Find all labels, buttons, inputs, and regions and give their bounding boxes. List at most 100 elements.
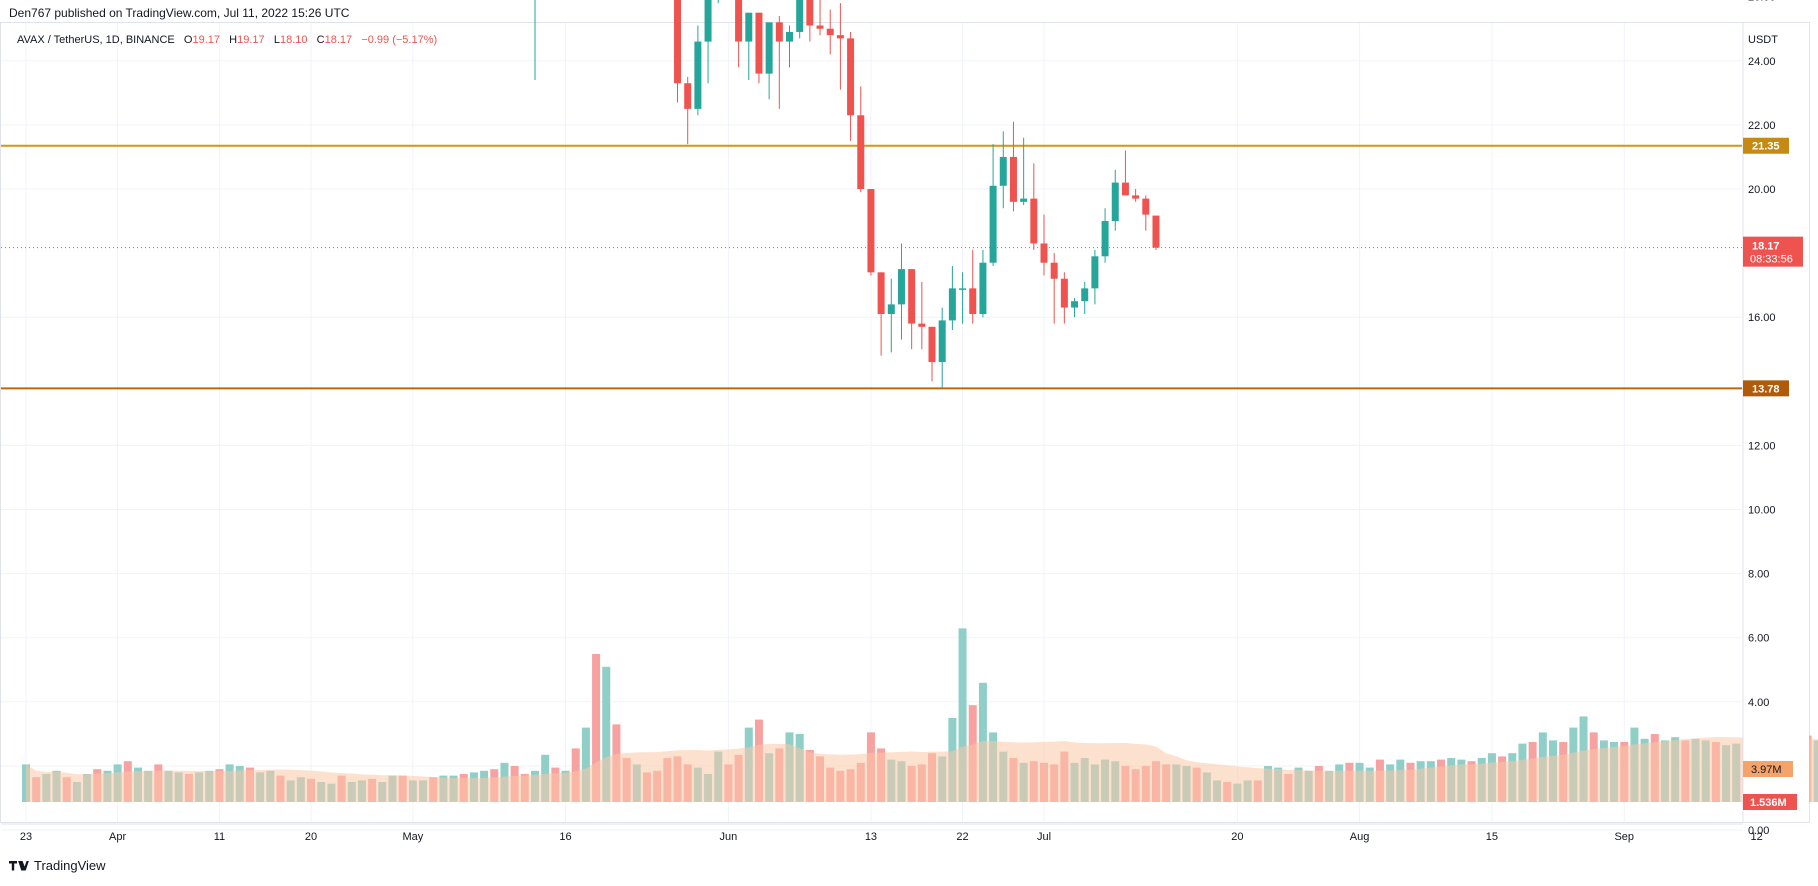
time-tick-label: 20 — [1231, 831, 1243, 843]
candle — [765, 22, 773, 100]
volume-ma-badge — [1743, 761, 1793, 777]
candle — [918, 281, 926, 350]
candle — [717, 0, 719, 4]
time-tick-label: Sep — [1614, 831, 1634, 843]
volume-ma-text: 3.97M — [1751, 764, 1782, 776]
price-tick-label: 6.00 — [1748, 633, 1769, 645]
time-tick-label: Jul — [1037, 831, 1051, 843]
price-tick-label: 16.00 — [1748, 312, 1776, 324]
volume-last-badge — [1743, 794, 1797, 810]
time-tick-label: Jun — [720, 831, 738, 843]
close-value: 18.17 — [324, 34, 353, 46]
candle-series — [534, 0, 1160, 388]
candle — [704, 0, 712, 84]
publisher-header: Den767 published on TradingView.com, Jul… — [9, 6, 350, 20]
candle — [1030, 163, 1038, 250]
volume-ma-area — [26, 737, 1818, 802]
candle — [806, 0, 814, 42]
candle — [857, 86, 865, 193]
last-price-badge — [1743, 236, 1803, 267]
candle — [1071, 297, 1079, 318]
price-tick-label: 4.00 — [1748, 697, 1769, 709]
low-label: L — [273, 34, 280, 46]
candle — [1111, 169, 1119, 231]
candle — [745, 12, 753, 81]
candle — [847, 31, 855, 141]
time-tick-label: 16 — [559, 831, 571, 843]
brand-name: TradingView — [34, 858, 106, 873]
candle — [816, 0, 824, 36]
symbol-name[interactable]: AVAX / TetherUS, 1D, BINANCE — [17, 34, 175, 46]
volume-bar — [602, 666, 611, 802]
candle — [1152, 215, 1160, 250]
volume-bar — [592, 654, 601, 802]
candle — [775, 15, 783, 109]
volume-bar — [958, 628, 967, 802]
candle — [999, 131, 1007, 209]
open-label: O — [183, 34, 193, 46]
candle — [989, 144, 997, 266]
candle — [1081, 281, 1089, 314]
candle — [826, 9, 834, 55]
candle — [836, 3, 844, 90]
candle — [735, 0, 743, 68]
candle — [1060, 272, 1068, 324]
candle — [1050, 253, 1058, 324]
footer-brand[interactable]: TradingView — [9, 858, 106, 873]
symbol-info: AVAX / TetherUS, 1D, BINANCE O19.17 H19.… — [17, 34, 437, 46]
price-tick-label: 0.00 — [1748, 825, 1769, 837]
candle — [1121, 150, 1129, 196]
time-tick-label: 22 — [956, 831, 968, 843]
level-price-badge — [1743, 137, 1789, 154]
time-tick-label: Aug — [1350, 831, 1370, 843]
candle — [1132, 189, 1140, 202]
candle — [877, 272, 885, 356]
candle — [959, 272, 967, 324]
price-tick-label: 24.00 — [1748, 56, 1776, 68]
tradingview-logo-icon — [9, 860, 29, 872]
level-price-badge-text: 21.35 — [1752, 141, 1780, 153]
close-label: C — [316, 34, 325, 46]
volume-bar — [581, 727, 590, 802]
candle — [694, 25, 702, 116]
candle — [674, 0, 682, 103]
high-label: H — [229, 34, 238, 46]
candle — [979, 249, 987, 318]
price-tick-label: 22.00 — [1748, 120, 1776, 132]
price-tick-label: 26.00 — [1748, 0, 1776, 4]
time-tick-label: 20 — [305, 831, 317, 843]
time-tick-label: 13 — [865, 831, 877, 843]
candle — [897, 243, 905, 340]
chart-frame — [0, 22, 1810, 823]
open-value: 19.17 — [192, 34, 220, 46]
candle — [908, 269, 916, 350]
last-price-text: 18.17 — [1752, 241, 1780, 253]
volume-last-text: 1.536M — [1750, 797, 1787, 809]
change-value: −0.99 (−5.17%) — [361, 34, 438, 46]
time-tick-label: 15 — [1486, 831, 1498, 843]
candle — [1020, 137, 1028, 206]
low-value: 18.10 — [279, 34, 308, 46]
price-tick-label: 8.00 — [1748, 569, 1769, 581]
candle — [1142, 195, 1150, 231]
time-tick-label: May — [402, 831, 423, 843]
candle — [796, 0, 804, 39]
time-tick-label: 11 — [214, 831, 225, 843]
candle — [1091, 249, 1099, 305]
candle — [867, 189, 875, 276]
level-price-badge-text: 13.78 — [1752, 383, 1780, 395]
candle — [938, 307, 946, 388]
candle — [928, 326, 936, 382]
level-price-badge — [1743, 380, 1789, 397]
price-tick-label: 10.00 — [1748, 505, 1776, 517]
time-tick-label: 12 — [1750, 831, 1762, 843]
time-tick-label: Apr — [109, 831, 126, 843]
candle — [887, 278, 895, 353]
countdown-text: 08:33:56 — [1750, 254, 1793, 266]
candle — [1009, 121, 1017, 212]
candle — [534, 0, 536, 81]
time-tick-label: 23 — [20, 831, 32, 843]
price-tick-label: 12.00 — [1748, 440, 1776, 452]
candle — [1101, 208, 1109, 263]
